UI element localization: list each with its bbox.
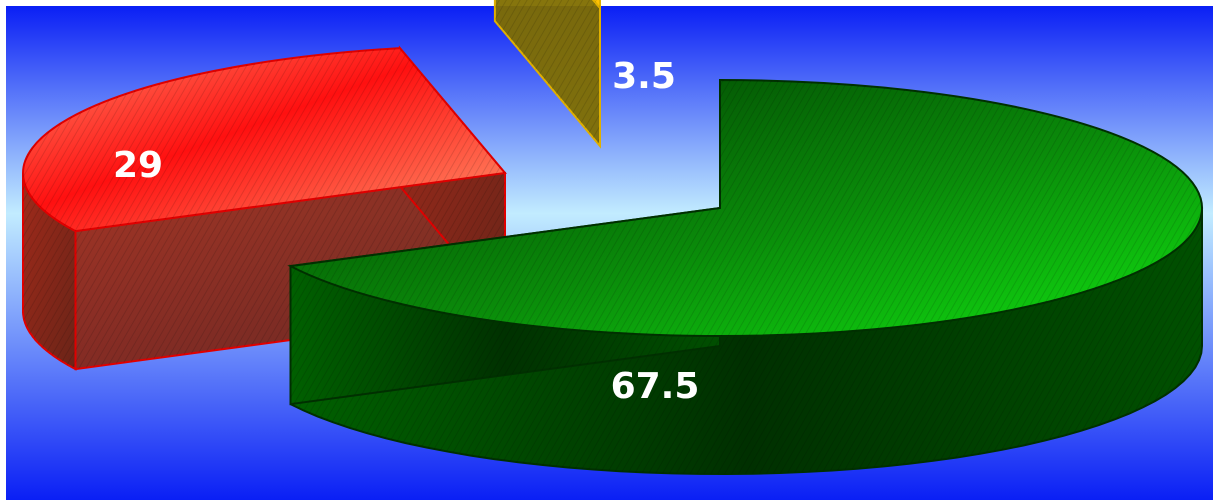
data-label-2: 29	[113, 145, 163, 186]
data-label-1: 67.5	[611, 366, 700, 407]
pie-slice-1	[287, 78, 1203, 476]
pie-slice-3	[493, 0, 601, 149]
data-label-3: 3.5	[612, 56, 676, 97]
